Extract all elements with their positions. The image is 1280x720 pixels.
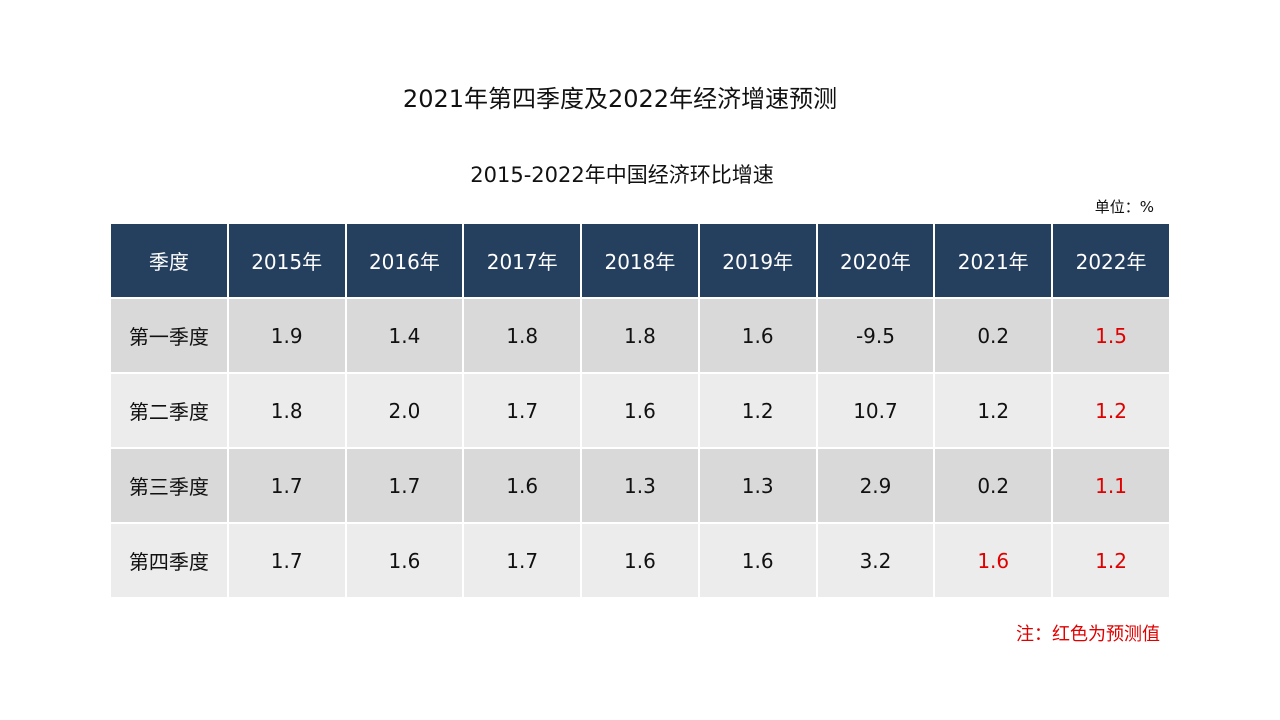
table-row: 第四季度 1.7 1.6 1.7 1.6 1.6 3.2 1.6 1.2: [111, 524, 1169, 597]
value-cell: 2.9: [817, 449, 934, 522]
header-cell: 2017年: [464, 224, 581, 297]
value-cell: 1.6: [699, 299, 816, 372]
value-cell: 1.7: [464, 524, 581, 597]
row-label: 第三季度: [111, 449, 227, 522]
value-cell: 0.2: [935, 449, 1052, 522]
value-cell: 1.8: [228, 374, 345, 447]
forecast-note: 注：红色为预测值: [1016, 624, 1160, 645]
value-cell: 1.6: [464, 449, 581, 522]
table-row: 第二季度 1.8 2.0 1.7 1.6 1.2 10.7 1.2 1.2: [111, 374, 1169, 447]
value-cell: 3.2: [817, 524, 934, 597]
value-cell: 1.9: [228, 299, 345, 372]
table-title: 2015-2022年中国经济环比增速: [470, 163, 774, 187]
header-cell: 2015年: [228, 224, 345, 297]
header-cell: 2018年: [582, 224, 698, 297]
header-row: 季度 2015年 2016年 2017年 2018年 2019年 2020年 2…: [111, 224, 1169, 297]
header-cell: 2022年: [1053, 224, 1169, 297]
row-label: 第一季度: [111, 299, 227, 372]
table-row: 第一季度 1.9 1.4 1.8 1.8 1.6 -9.5 0.2 1.5: [111, 299, 1169, 372]
forecast-value-cell: 1.5: [1053, 299, 1169, 372]
value-cell: 1.3: [699, 449, 816, 522]
value-cell: 1.7: [228, 524, 345, 597]
value-cell: 1.6: [582, 374, 698, 447]
header-cell: 2016年: [346, 224, 463, 297]
unit-label: 单位：%: [1094, 198, 1154, 216]
value-cell: 0.2: [935, 299, 1052, 372]
row-label: 第二季度: [111, 374, 227, 447]
table-row: 第三季度 1.7 1.7 1.6 1.3 1.3 2.9 0.2 1.1: [111, 449, 1169, 522]
value-cell: 1.6: [582, 524, 698, 597]
value-cell: 1.6: [346, 524, 463, 597]
value-cell: 1.7: [346, 449, 463, 522]
table-body: 第一季度 1.9 1.4 1.8 1.8 1.6 -9.5 0.2 1.5 第二季度 1.8 2.0 1…: [111, 299, 1169, 597]
table-header: 季度 2015年 2016年 2017年 2018年 2019年 2020年 2…: [111, 224, 1169, 297]
value-cell: 1.4: [346, 299, 463, 372]
forecast-value-cell: 1.6: [935, 524, 1052, 597]
value-cell: -9.5: [817, 299, 934, 372]
header-cell: 季度: [111, 224, 227, 297]
header-cell: 2021年: [935, 224, 1052, 297]
value-cell: 1.2: [935, 374, 1052, 447]
value-cell: 1.2: [699, 374, 816, 447]
growth-rate-table: 季度 2015年 2016年 2017年 2018年 2019年 2020年 2…: [109, 222, 1171, 599]
header-cell: 2020年: [817, 224, 934, 297]
header-cell: 2019年: [699, 224, 816, 297]
row-label: 第四季度: [111, 524, 227, 597]
value-cell: 1.6: [699, 524, 816, 597]
value-cell: 1.8: [464, 299, 581, 372]
value-cell: 1.3: [582, 449, 698, 522]
value-cell: 1.7: [228, 449, 345, 522]
forecast-value-cell: 1.1: [1053, 449, 1169, 522]
page-title: 2021年第四季度及2022年经济增速预测: [402, 85, 838, 113]
forecast-value-cell: 1.2: [1053, 524, 1169, 597]
value-cell: 1.8: [582, 299, 698, 372]
forecast-value-cell: 1.2: [1053, 374, 1169, 447]
value-cell: 1.7: [464, 374, 581, 447]
value-cell: 10.7: [817, 374, 934, 447]
value-cell: 2.0: [346, 374, 463, 447]
